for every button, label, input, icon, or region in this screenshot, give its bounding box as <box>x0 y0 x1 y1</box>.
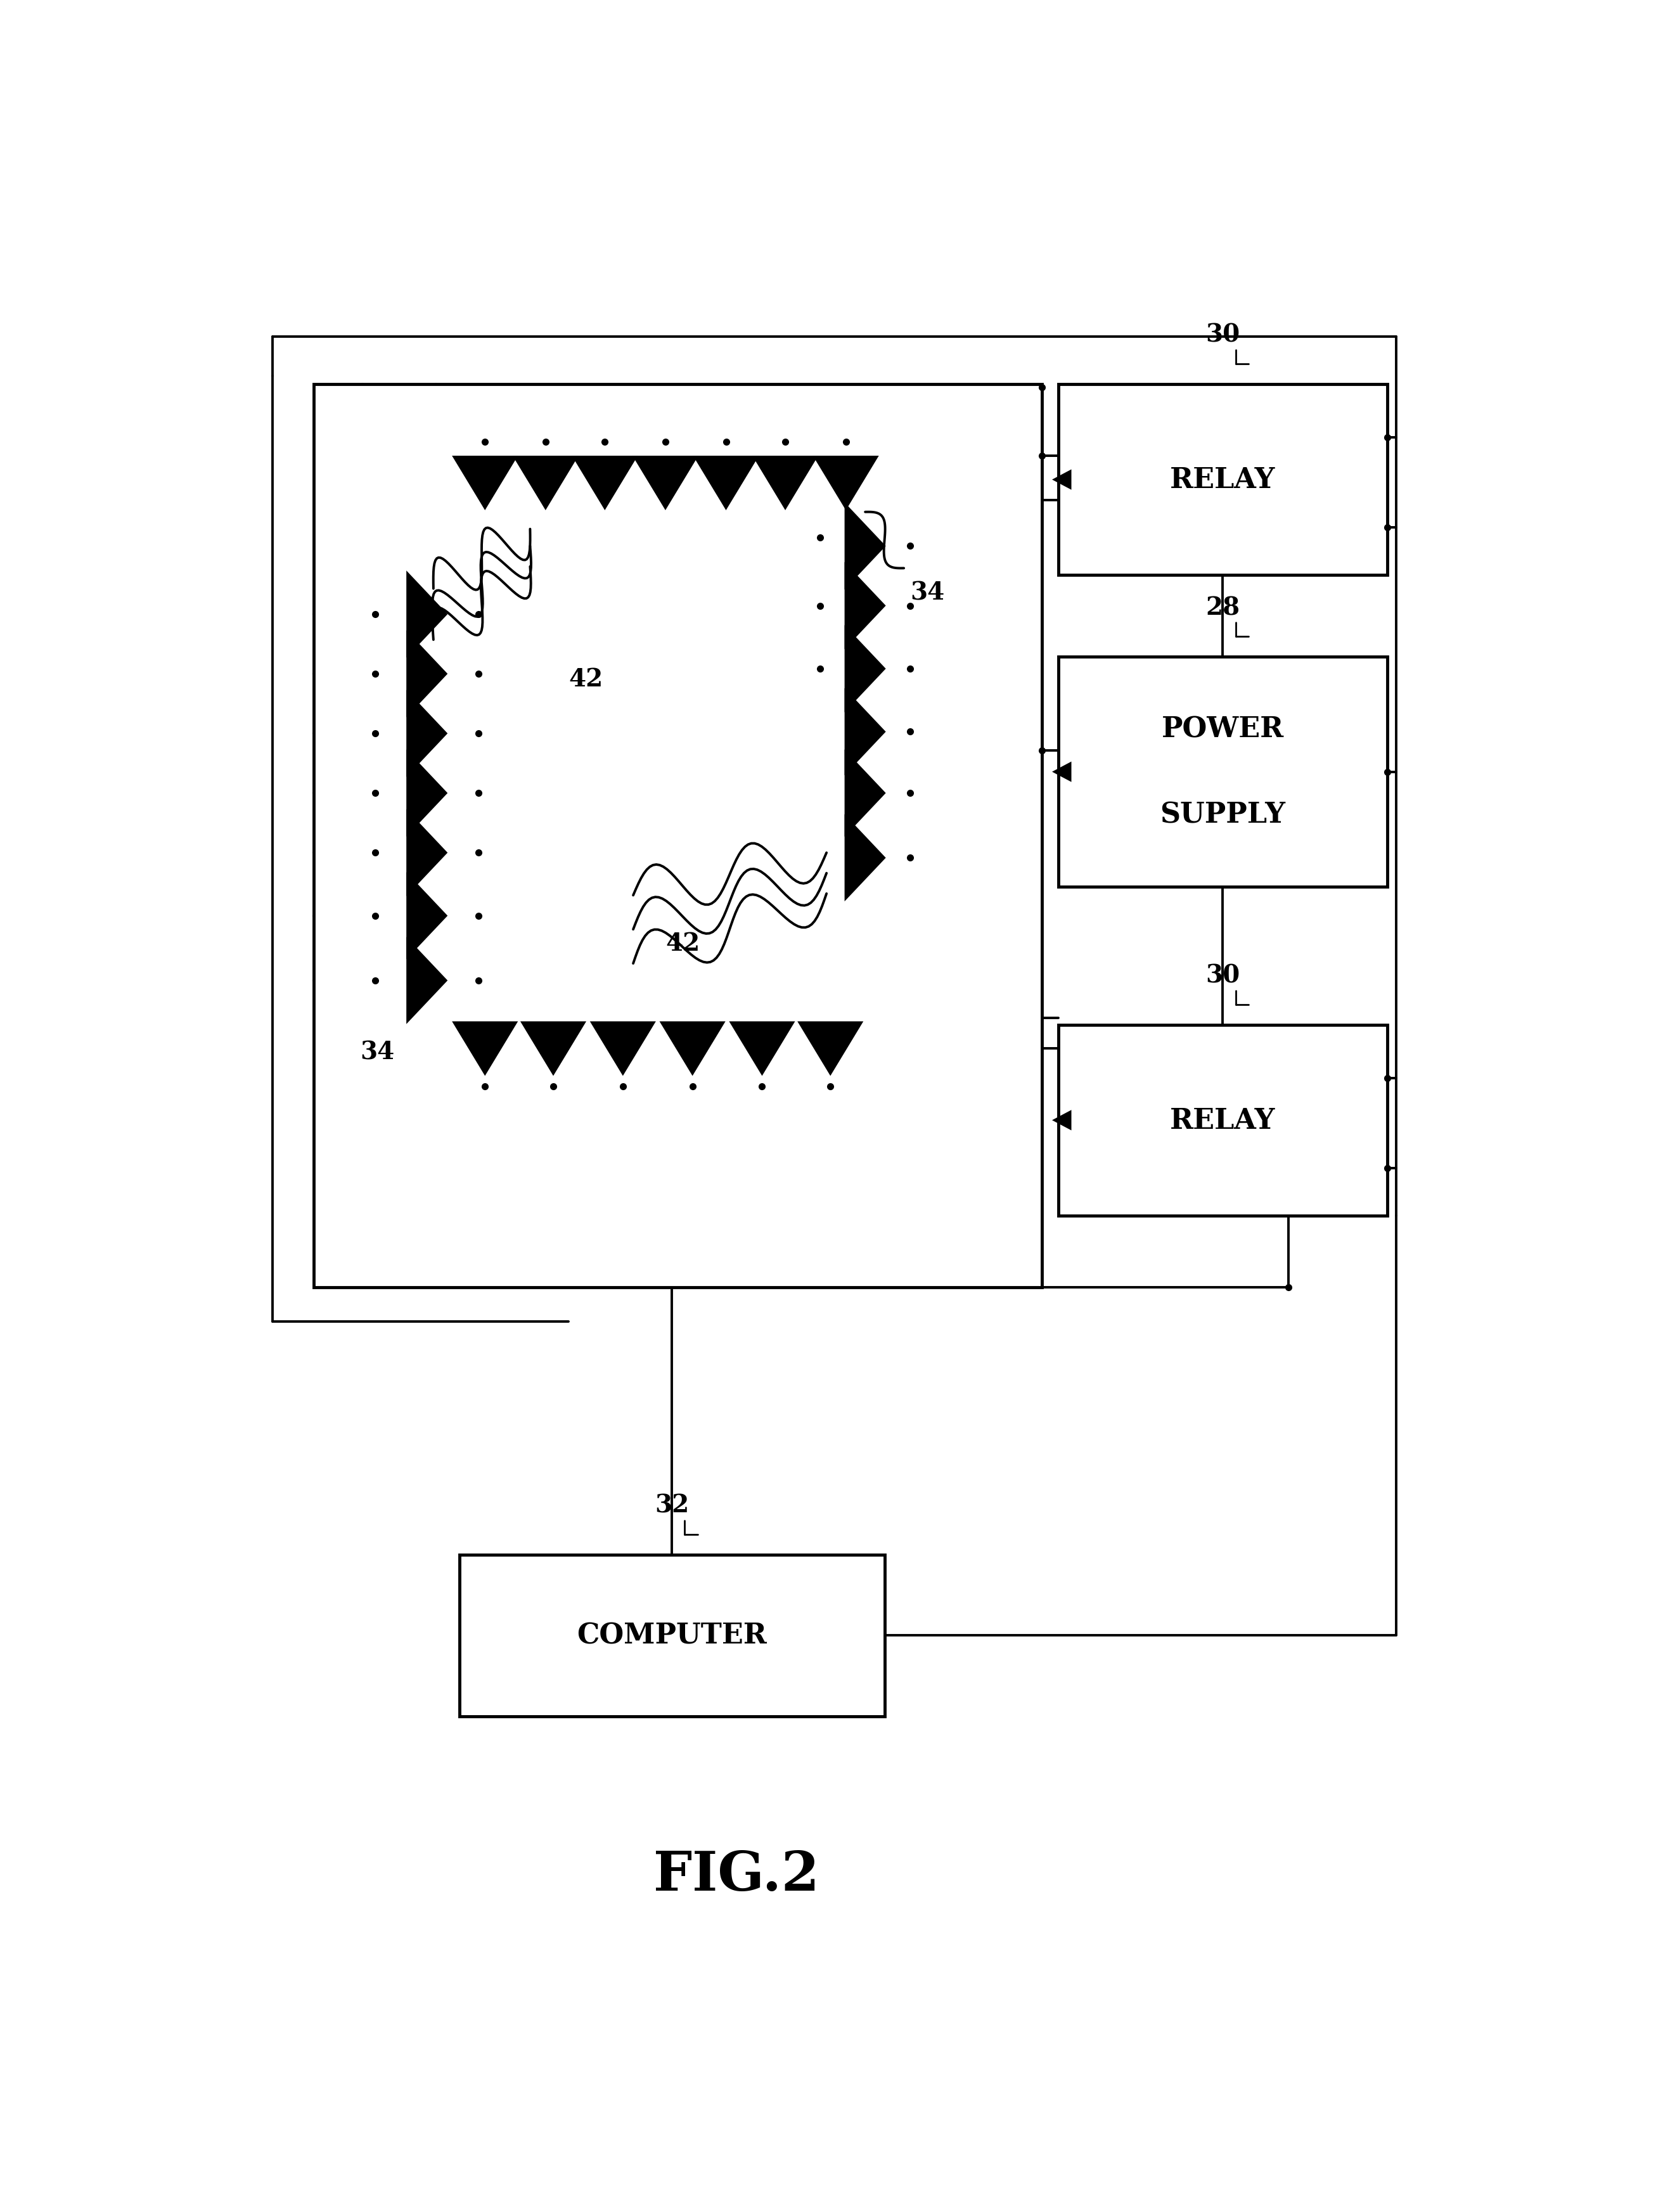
Polygon shape <box>406 571 447 659</box>
Text: POWER: POWER <box>1161 717 1284 743</box>
Polygon shape <box>452 456 517 511</box>
Text: 34: 34 <box>910 580 945 604</box>
Text: 34: 34 <box>359 1040 394 1064</box>
Bar <box>1058 1024 1387 1217</box>
Polygon shape <box>845 502 886 591</box>
Polygon shape <box>845 688 886 776</box>
Text: 32: 32 <box>655 1493 688 1517</box>
Polygon shape <box>512 456 579 511</box>
Text: COMPUTER: COMPUTER <box>577 1621 767 1650</box>
Text: 42: 42 <box>569 668 604 692</box>
Bar <box>1058 657 1387 887</box>
Polygon shape <box>1053 761 1071 783</box>
Polygon shape <box>797 1022 863 1077</box>
Text: 28: 28 <box>1206 595 1241 619</box>
Polygon shape <box>521 1022 587 1077</box>
Text: 42: 42 <box>665 931 700 956</box>
Polygon shape <box>845 626 886 712</box>
Polygon shape <box>728 1022 795 1077</box>
Polygon shape <box>406 938 447 1024</box>
Polygon shape <box>845 562 886 650</box>
Polygon shape <box>406 690 447 776</box>
Text: RELAY: RELAY <box>1171 1106 1276 1135</box>
Text: FIG.2: FIG.2 <box>654 1849 820 1902</box>
Polygon shape <box>845 814 886 902</box>
Polygon shape <box>406 810 447 896</box>
Polygon shape <box>406 872 447 960</box>
Text: 30: 30 <box>1206 964 1241 987</box>
Text: SUPPLY: SUPPLY <box>1161 801 1285 827</box>
Polygon shape <box>452 1022 517 1077</box>
Polygon shape <box>813 456 878 511</box>
Polygon shape <box>632 456 698 511</box>
Polygon shape <box>1053 1110 1071 1130</box>
Polygon shape <box>590 1022 655 1077</box>
Bar <box>459 1555 885 1717</box>
Polygon shape <box>406 630 447 719</box>
Text: 30: 30 <box>1206 323 1241 347</box>
Polygon shape <box>1053 469 1071 491</box>
Polygon shape <box>660 1022 725 1077</box>
Polygon shape <box>845 750 886 836</box>
Bar <box>314 385 1041 1287</box>
Bar <box>1058 385 1387 575</box>
Polygon shape <box>572 456 639 511</box>
Polygon shape <box>406 750 447 836</box>
Text: RELAY: RELAY <box>1171 467 1276 493</box>
Polygon shape <box>693 456 758 511</box>
Polygon shape <box>752 456 818 511</box>
